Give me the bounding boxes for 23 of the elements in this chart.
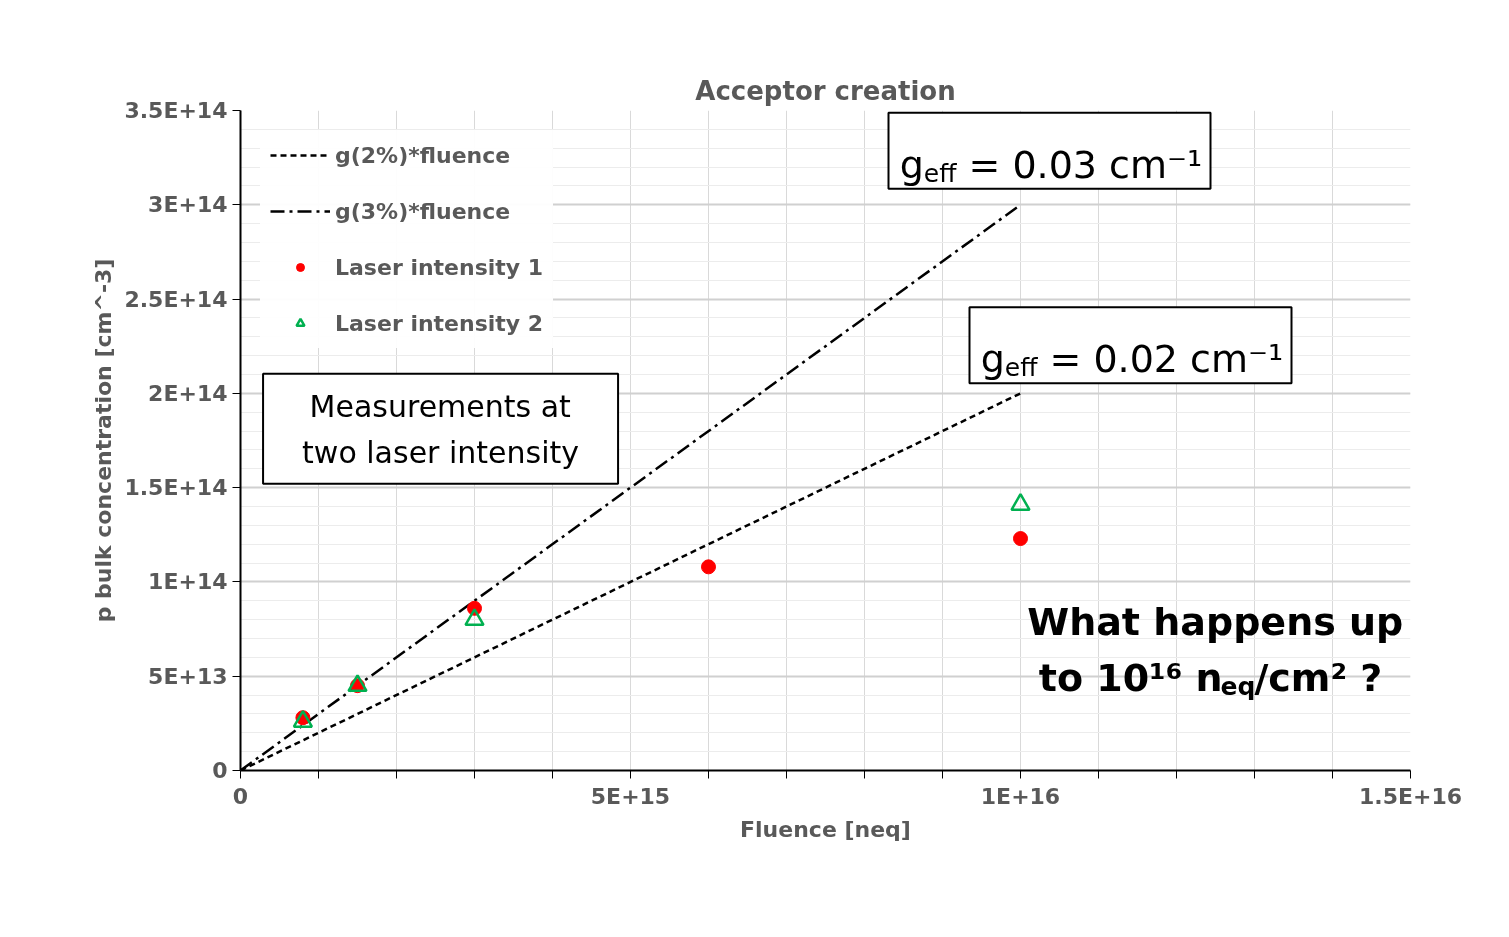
x-tick-label: 5E+15 <box>590 783 671 809</box>
x-tick-label: 0 <box>232 783 249 809</box>
x-axis-title: Fluence [neq] <box>740 816 911 842</box>
y-tick-label: 2E+14 <box>148 380 228 406</box>
y-tick-label: 5E+13 <box>148 663 228 689</box>
legend-label: Laser intensity 2 <box>335 309 544 338</box>
y-tick-label: 2.5E+14 <box>124 286 228 312</box>
y-tick-label: 0 <box>212 758 228 783</box>
annotation: geff = 0.03 cm⁻¹ <box>899 142 1203 188</box>
annotation: Measurements at two laser intensity <box>302 389 580 471</box>
x-tick-label: 1E+16 <box>980 783 1061 809</box>
annotation: geff = 0.02 cm⁻¹ <box>980 337 1284 383</box>
annotation: What happens up to 10¹⁶ neq/cm² ? <box>1027 600 1404 701</box>
legend-label: g(3%)*fluence <box>335 197 511 226</box>
legend-label: Laser intensity 1 <box>335 253 544 282</box>
y-tick-label: 3.5E+14 <box>124 98 228 123</box>
chart-title: Acceptor creation <box>695 75 956 106</box>
legend-label: g(2%)*fluence <box>335 141 511 170</box>
x-tick-label: 1.5E+16 <box>1358 783 1463 809</box>
y-tick-label: 1.5E+14 <box>124 475 228 501</box>
y-tick-label: 3E+14 <box>148 192 228 218</box>
y-tick-label: 1E+14 <box>148 569 228 595</box>
y-axis-title: p bulk concentration [cm^-3] <box>91 258 117 623</box>
